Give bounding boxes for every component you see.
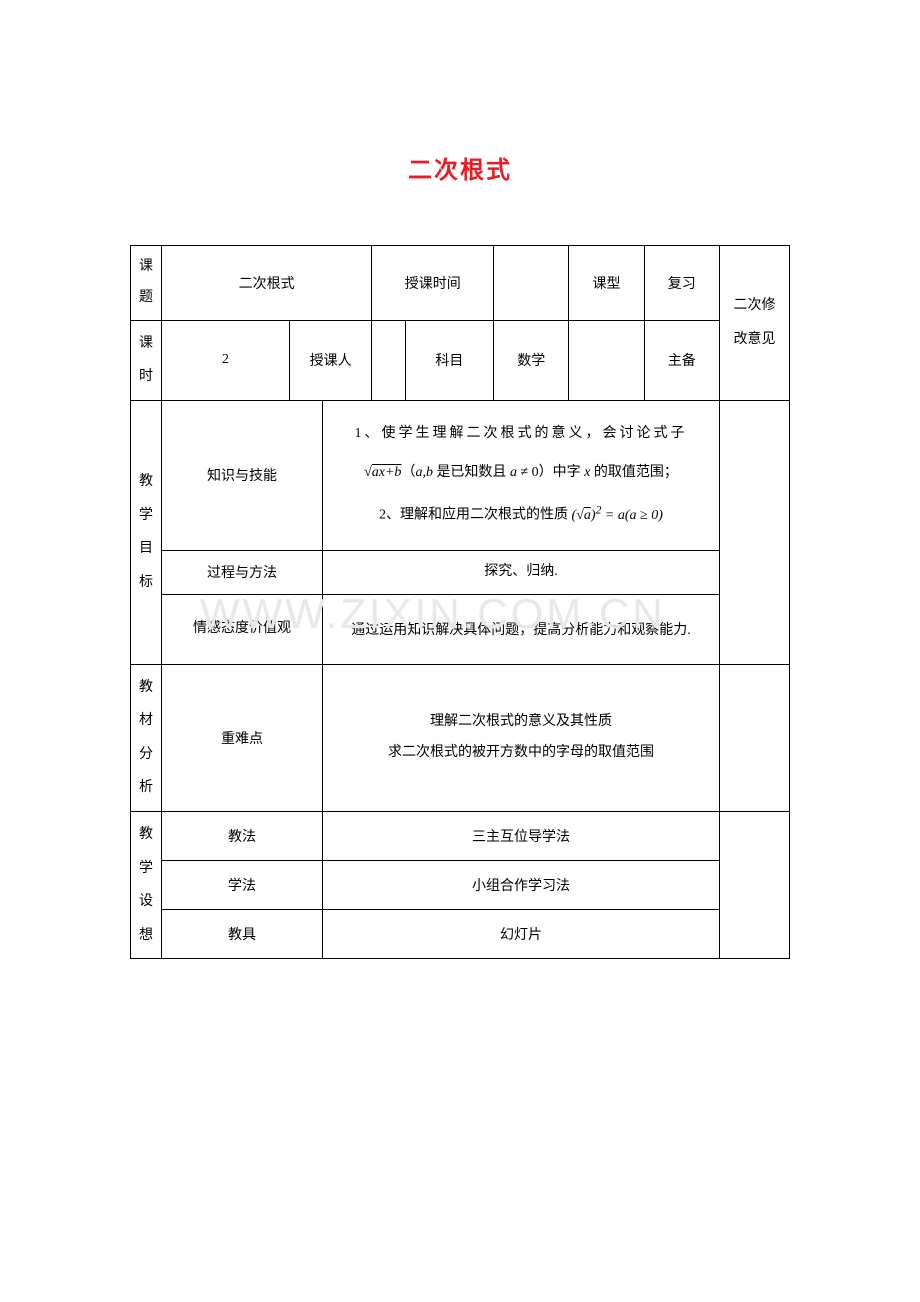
table-row: 过程与方法 探究、归纳.	[131, 550, 790, 594]
content-teachmethod: 三主互位导学法	[322, 811, 719, 860]
table-row: 教具 幻灯片	[131, 910, 790, 959]
content-values: 通过运用知识解决具体问题，提高分析能力和观察能力.	[322, 594, 719, 664]
label-goals-section: 教学目标	[131, 400, 162, 664]
label-analysis-section: 教材分析	[131, 664, 162, 811]
content-process: 探究、归纳.	[322, 550, 719, 594]
label-tools: 教具	[162, 910, 323, 959]
label-hours: 课时	[131, 320, 162, 400]
keypoints-line2: 求二次根式的被开方数中的字母的取值范围	[331, 738, 711, 769]
label-design-section: 教学设想	[131, 811, 162, 958]
empty-cell	[569, 320, 644, 400]
keypoints-line1: 理解二次根式的意义及其性质	[331, 707, 711, 738]
knowledge-line2: √ax+b（a,b 是已知数且 a ≠ 0）中字 x 的取值范围；	[331, 458, 711, 489]
page-title: 二次根式	[0, 0, 920, 245]
label-knowledge: 知识与技能	[162, 400, 323, 550]
table-row: 教学设想 教法 三主互位导学法	[131, 811, 790, 860]
label-keypoints: 重难点	[162, 664, 323, 811]
value-topic: 二次根式	[162, 246, 372, 321]
content-keypoints: 理解二次根式的意义及其性质 求二次根式的被开方数中的字母的取值范围	[322, 664, 719, 811]
content-knowledge: 1、使学生理解二次根式的意义，会讨论式子 √ax+b（a,b 是已知数且 a ≠…	[322, 400, 719, 550]
value-teacher	[372, 320, 405, 400]
label-teachtime: 授课时间	[372, 246, 494, 321]
label-prepared: 主备	[644, 320, 719, 400]
value-teachtime	[494, 246, 569, 321]
content-learnmethod: 小组合作学习法	[322, 861, 719, 910]
lesson-plan-table: 课题 二次根式 授课时间 课型 复习 二次修改意见 课时 2 授课人 科目 数学…	[130, 245, 790, 959]
table-row: 情感态度价值观 通过运用知识解决具体问题，提高分析能力和观察能力.	[131, 594, 790, 664]
content-tools: 幻灯片	[322, 910, 719, 959]
knowledge-line3: 2、理解和应用二次根式的性质 (√a)2 = a(a ≥ 0)	[331, 497, 711, 531]
value-type: 复习	[644, 246, 719, 321]
label-learnmethod: 学法	[162, 861, 323, 910]
table-row: 学法 小组合作学习法	[131, 861, 790, 910]
label-values: 情感态度价值观	[162, 594, 323, 664]
label-subject: 科目	[405, 320, 494, 400]
knowledge-line1: 1、使学生理解二次根式的意义，会讨论式子	[331, 419, 711, 450]
label-topic: 课题	[131, 246, 162, 321]
revision-cell	[720, 400, 790, 664]
label-revision: 二次修改意见	[720, 246, 790, 401]
table-row: 课时 2 授课人 科目 数学 主备	[131, 320, 790, 400]
value-subject: 数学	[494, 320, 569, 400]
table-row: 教材分析 重难点 理解二次根式的意义及其性质 求二次根式的被开方数中的字母的取值…	[131, 664, 790, 811]
value-hours: 2	[162, 320, 290, 400]
label-type: 课型	[569, 246, 644, 321]
label-process: 过程与方法	[162, 550, 323, 594]
revision-cell	[720, 664, 790, 811]
table-row: 课题 二次根式 授课时间 课型 复习 二次修改意见	[131, 246, 790, 321]
table-row: 教学目标 知识与技能 1、使学生理解二次根式的意义，会讨论式子 √ax+b（a,…	[131, 400, 790, 550]
revision-cell	[720, 811, 790, 958]
label-teachmethod: 教法	[162, 811, 323, 860]
label-teacher: 授课人	[290, 320, 372, 400]
